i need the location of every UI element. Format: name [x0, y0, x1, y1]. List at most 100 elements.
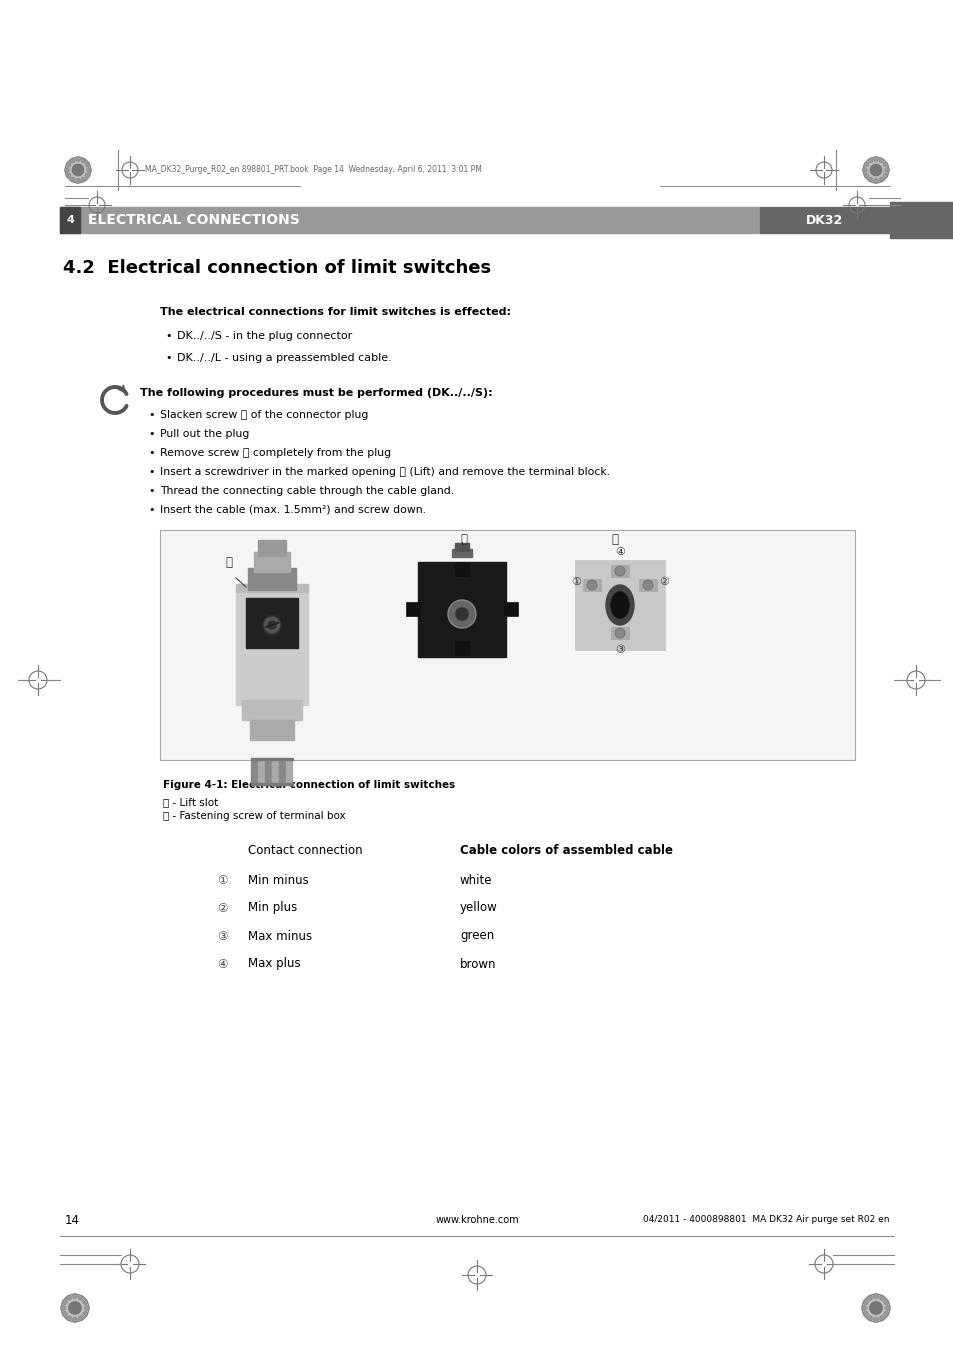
- Text: ③: ③: [216, 930, 227, 942]
- Circle shape: [866, 1295, 872, 1300]
- Bar: [286, 760, 292, 784]
- Circle shape: [879, 1316, 883, 1320]
- Circle shape: [69, 1301, 81, 1315]
- Circle shape: [65, 157, 91, 184]
- Bar: [582, 579, 600, 591]
- Circle shape: [71, 177, 74, 182]
- Circle shape: [873, 1318, 878, 1323]
- Text: ⓔ - Lift slot: ⓔ - Lift slot: [163, 796, 218, 807]
- Bar: [235, 585, 308, 593]
- Circle shape: [72, 1318, 77, 1323]
- Ellipse shape: [605, 585, 634, 625]
- Circle shape: [873, 1293, 878, 1299]
- Circle shape: [882, 1311, 888, 1316]
- Text: •: •: [148, 486, 154, 495]
- Text: brown: brown: [459, 957, 496, 971]
- Text: DK32: DK32: [805, 213, 842, 227]
- Bar: [455, 562, 469, 576]
- Circle shape: [67, 1316, 71, 1320]
- Text: •: •: [148, 448, 154, 458]
- Text: Cable colors of assembled cable: Cable colors of assembled cable: [459, 844, 672, 856]
- Bar: [235, 590, 308, 649]
- Circle shape: [66, 173, 71, 178]
- Circle shape: [81, 158, 86, 163]
- Bar: [246, 598, 297, 648]
- Circle shape: [869, 1301, 882, 1315]
- Text: •: •: [148, 467, 154, 477]
- Text: 04/2011 - 4000898801  MA DK32 Air purge set R02 en: 04/2011 - 4000898801 MA DK32 Air purge s…: [643, 1215, 889, 1224]
- Text: Min minus: Min minus: [248, 873, 309, 887]
- Text: ②: ②: [216, 902, 227, 914]
- Text: •: •: [148, 429, 154, 439]
- Text: ④: ④: [615, 547, 624, 558]
- Circle shape: [81, 177, 86, 182]
- Circle shape: [78, 1316, 83, 1320]
- Circle shape: [869, 165, 881, 176]
- Text: 14: 14: [65, 1214, 80, 1227]
- Text: Insert the cable (max. 1.5mm²) and screw down.: Insert the cable (max. 1.5mm²) and screw…: [160, 505, 426, 514]
- Circle shape: [863, 173, 868, 178]
- Text: DK../../L - using a preassembled cable.: DK../../L - using a preassembled cable.: [177, 352, 392, 363]
- Bar: [60, 207, 760, 234]
- Bar: [455, 641, 469, 655]
- Circle shape: [884, 1305, 889, 1311]
- Text: The electrical connections for limit switches is effected:: The electrical connections for limit swi…: [160, 306, 511, 317]
- Circle shape: [455, 608, 469, 621]
- Circle shape: [83, 1311, 88, 1316]
- Circle shape: [66, 162, 71, 167]
- Text: Thread the connecting cable through the cable gland.: Thread the connecting cable through the …: [160, 486, 454, 495]
- Circle shape: [863, 162, 868, 167]
- Text: Slacken screw ⓕ of the connector plug: Slacken screw ⓕ of the connector plug: [160, 410, 368, 420]
- Circle shape: [78, 1295, 83, 1300]
- Circle shape: [84, 1305, 90, 1311]
- Text: •: •: [148, 410, 154, 420]
- Circle shape: [67, 1295, 71, 1300]
- Bar: [251, 757, 293, 760]
- Text: Max minus: Max minus: [248, 930, 312, 942]
- Circle shape: [867, 177, 872, 182]
- Text: •: •: [148, 505, 154, 514]
- Circle shape: [586, 580, 597, 590]
- Circle shape: [62, 1300, 67, 1304]
- Circle shape: [882, 1300, 888, 1304]
- Bar: [889, 202, 953, 238]
- Text: Max plus: Max plus: [248, 957, 300, 971]
- Bar: [610, 566, 628, 576]
- Circle shape: [71, 158, 74, 163]
- Bar: [417, 562, 505, 657]
- Text: ⓕ - Fastening screw of terminal box: ⓕ - Fastening screw of terminal box: [163, 811, 345, 821]
- Bar: [250, 720, 294, 740]
- Bar: [406, 602, 419, 616]
- Circle shape: [263, 616, 281, 634]
- Bar: [575, 560, 664, 649]
- Circle shape: [268, 621, 275, 629]
- Bar: [278, 760, 285, 784]
- Text: Min plus: Min plus: [248, 902, 297, 914]
- Circle shape: [72, 165, 84, 176]
- Circle shape: [87, 167, 91, 173]
- Text: www.krohne.com: www.krohne.com: [435, 1215, 518, 1224]
- Text: Remove screw ⓕ completely from the plug: Remove screw ⓕ completely from the plug: [160, 448, 391, 458]
- Text: The following procedures must be performed (DK../../S):: The following procedures must be perform…: [140, 387, 492, 398]
- Circle shape: [862, 157, 888, 184]
- Bar: [639, 579, 657, 591]
- Bar: [272, 760, 277, 784]
- Text: ②: ②: [659, 576, 668, 587]
- Bar: [503, 602, 517, 616]
- Circle shape: [615, 566, 624, 576]
- Circle shape: [879, 177, 882, 182]
- Circle shape: [85, 173, 90, 178]
- Bar: [242, 701, 302, 720]
- Circle shape: [866, 1316, 872, 1320]
- Circle shape: [862, 1295, 889, 1322]
- Circle shape: [873, 178, 878, 184]
- Text: ③: ③: [615, 645, 624, 655]
- Circle shape: [61, 1295, 89, 1322]
- Text: Insert a screwdriver in the marked opening ⓔ (Lift) and remove the terminal bloc: Insert a screwdriver in the marked openi…: [160, 467, 610, 477]
- Circle shape: [867, 158, 872, 163]
- Circle shape: [883, 167, 888, 173]
- Circle shape: [448, 599, 476, 628]
- Text: yellow: yellow: [459, 902, 497, 914]
- Text: •: •: [165, 331, 172, 342]
- Circle shape: [61, 1305, 66, 1311]
